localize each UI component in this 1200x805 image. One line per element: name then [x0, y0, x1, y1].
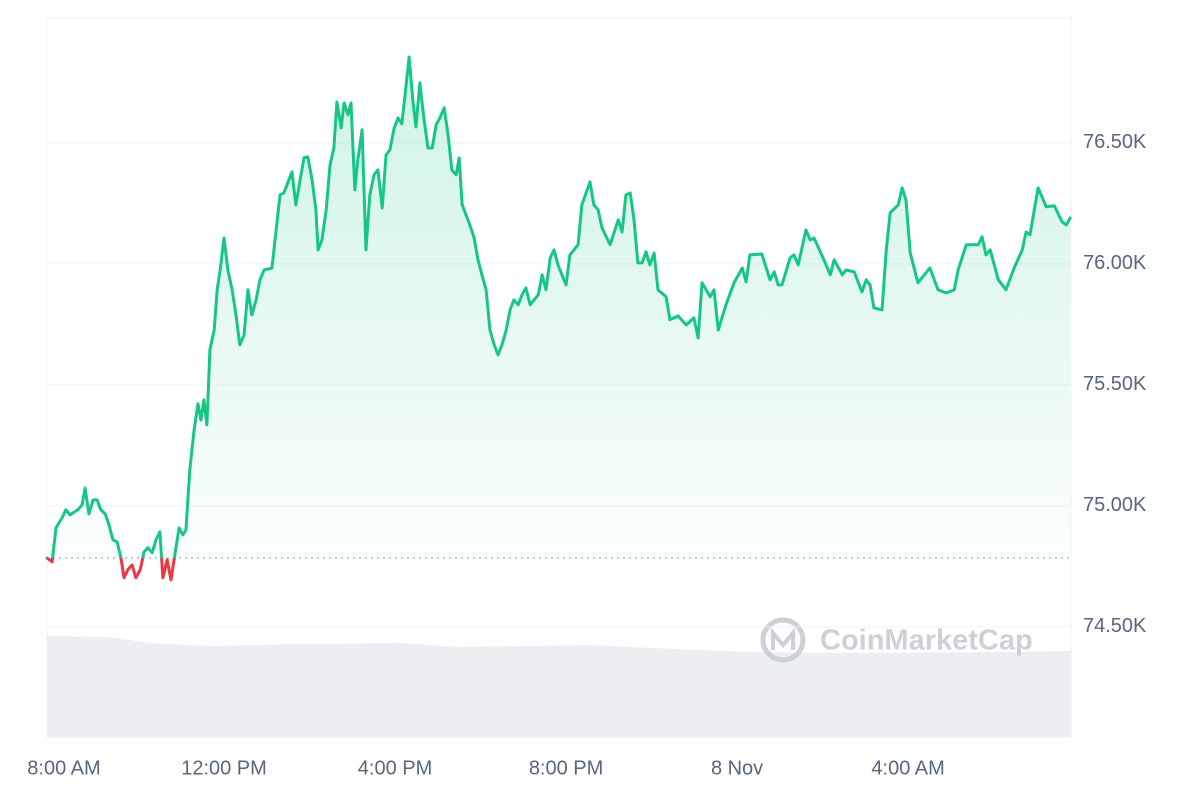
- y-tick-label: 74.50K: [1083, 615, 1147, 637]
- series: [45, 55, 1072, 582]
- x-tick-label: 4:00 PM: [358, 757, 432, 779]
- axis-labels: 74.50K 75.00K 75.50K 76.00K 76.50K 8:00 AM 12:…: [27, 131, 1147, 779]
- watermark-text: CoinMarketCap: [820, 625, 1033, 657]
- watermark-logo: [760, 617, 806, 663]
- watermark: CoinMarketCap: [760, 617, 1033, 663]
- volume-band: [47, 636, 1071, 737]
- y-tick-label: 75.00K: [1083, 494, 1147, 516]
- x-tick-label: 12:00 PM: [181, 757, 267, 779]
- volume-area: [47, 636, 1071, 737]
- price-line: [45, 55, 1072, 582]
- x-tick-label: 4:00 AM: [871, 757, 944, 779]
- watermark-logo-mark: [771, 627, 795, 650]
- price-area: [52, 56, 1071, 558]
- x-tick-label: 8:00 AM: [27, 757, 100, 779]
- y-tick-label: 76.00K: [1083, 252, 1147, 274]
- y-tick-label: 76.50K: [1083, 131, 1147, 153]
- x-tick-label: 8 Nov: [711, 757, 763, 779]
- y-tick-label: 75.50K: [1083, 373, 1147, 395]
- x-tick-label: 8:00 PM: [529, 757, 603, 779]
